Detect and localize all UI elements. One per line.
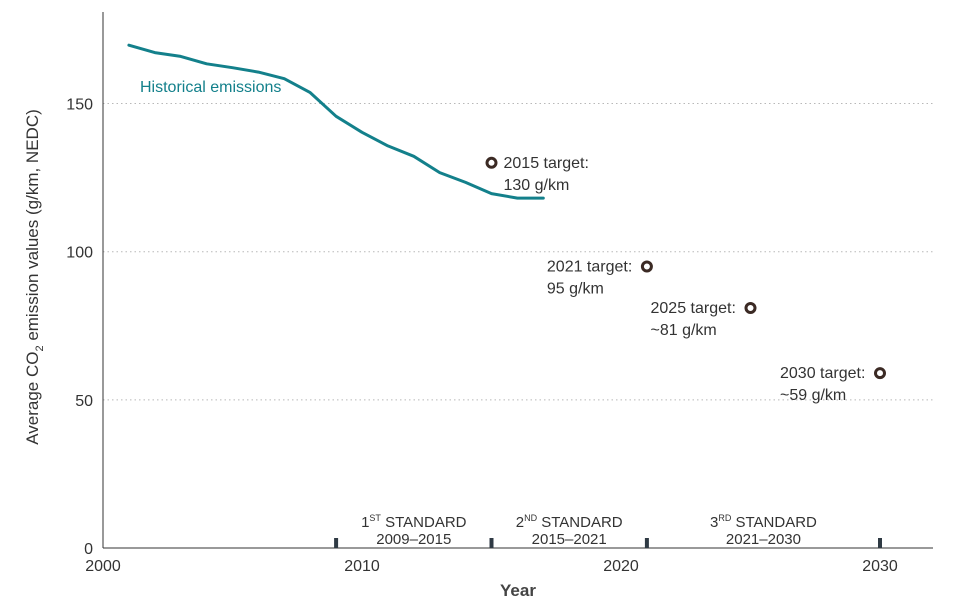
y-tick-label: 0 xyxy=(84,541,93,558)
x-tick-label: 2020 xyxy=(603,558,639,575)
y-axis-title-subscript: 2 xyxy=(34,345,46,351)
x-tick-label: 2010 xyxy=(344,558,380,575)
y-axis-title-part2: emission values (g/km, NEDC) xyxy=(23,109,42,345)
target-label-line1: 2015 target: xyxy=(504,155,589,172)
standard-ordinal: 2 xyxy=(516,514,524,531)
standard-word: STANDARD xyxy=(537,514,623,531)
standard-ordinal: 3 xyxy=(710,514,718,531)
target-label-line2: 130 g/km xyxy=(504,177,570,194)
standard-title: 2ND STANDARD xyxy=(516,513,623,531)
standard-boundary-marker xyxy=(489,538,494,548)
standard-ordinal-suffix: ND xyxy=(524,513,537,523)
standard-word: STANDARD xyxy=(381,514,467,531)
target-label-line1: 2025 target: xyxy=(651,300,736,317)
standard-range: 2015–2021 xyxy=(532,531,607,548)
series-line-historical xyxy=(127,43,545,200)
y-tick-label: 50 xyxy=(75,393,93,410)
target-label-line2: ~59 g/km xyxy=(780,387,846,404)
standard-ordinal-suffix: RD xyxy=(718,513,731,523)
standard-range: 2021–2030 xyxy=(726,531,801,548)
target-marker xyxy=(640,260,653,273)
y-axis-title: Average CO2 emission values (g/km, NEDC) xyxy=(23,109,46,445)
x-tick-label: 2030 xyxy=(862,558,898,575)
series-lines xyxy=(127,43,545,200)
target-marker xyxy=(485,156,498,169)
standard-boundary-markers xyxy=(334,538,882,548)
target-label-line2: ~81 g/km xyxy=(651,322,717,339)
x-axis-title: Year xyxy=(500,581,536,600)
x-tick-label: 2000 xyxy=(85,558,121,575)
target-label-line1: 2030 target: xyxy=(780,365,865,382)
target-label-line1: 2021 target: xyxy=(547,259,632,276)
y-tick-labels: 0 50 100 150 xyxy=(66,97,93,558)
target-markers: 2015 target: 130 g/km 2021 target: 95 g/km 2… xyxy=(485,155,886,404)
series-label-historical: Historical emissions xyxy=(140,79,281,96)
standard-ordinal-suffix: ST xyxy=(369,513,381,523)
target-marker xyxy=(874,367,886,380)
standard-ordinal: 1 xyxy=(361,514,369,531)
target-label-line2: 95 g/km xyxy=(547,281,604,298)
y-axis-title-part1: Average CO xyxy=(23,352,42,445)
y-tick-label: 150 xyxy=(66,97,93,114)
standard-boundary-marker xyxy=(644,538,649,548)
standard-word: STANDARD xyxy=(731,514,817,531)
standard-boundary-marker xyxy=(878,538,882,548)
gridlines xyxy=(103,103,933,401)
target-marker xyxy=(744,301,757,314)
standard-title: 3RD STANDARD xyxy=(710,513,817,531)
standard-range: 2009–2015 xyxy=(376,531,451,548)
y-tick-label: 100 xyxy=(66,245,93,262)
x-tick-labels: 2000 2010 2020 2030 xyxy=(85,558,898,575)
standard-boundary-marker xyxy=(334,538,339,548)
standard-title: 1ST STANDARD xyxy=(361,513,467,531)
